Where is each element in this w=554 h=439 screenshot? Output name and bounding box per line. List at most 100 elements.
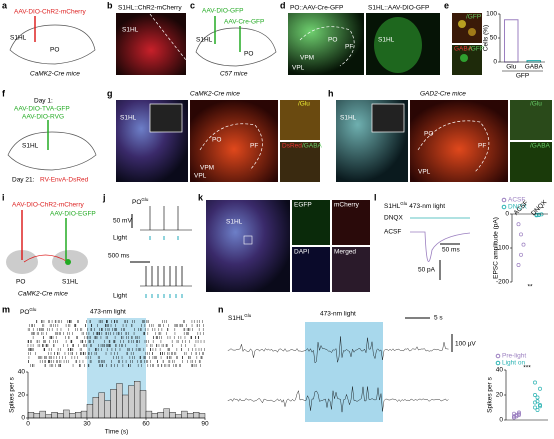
inset: [371, 103, 405, 133]
scale-label: 100 µV: [455, 341, 476, 348]
histogram-bar: [86, 404, 94, 419]
micrograph: [510, 142, 552, 182]
legend-marker: [495, 360, 501, 366]
panel-letter: c: [190, 0, 195, 10]
data-point: [539, 212, 544, 217]
region-label: S1HL: [122, 27, 139, 34]
light-pulse: [149, 236, 179, 240]
histogram-bar: [33, 413, 41, 419]
data-point: [533, 405, 537, 410]
cell: [468, 28, 476, 36]
data-point: [512, 415, 516, 420]
y-axis-label: Spikes per s: [487, 376, 494, 413]
brain-outline: [7, 131, 97, 171]
channel-label: DAPI: [294, 249, 309, 256]
histogram-bar: [133, 381, 141, 419]
virus-label: AAV-DIO-ChR2-mCherry: [12, 202, 85, 209]
channel-label: mCherry: [334, 202, 360, 209]
data-point: [516, 222, 521, 227]
panel-letter: i: [2, 192, 5, 202]
micrograph: [452, 13, 482, 43]
light-label: 473-nm light: [90, 309, 126, 316]
panel-letter: b: [107, 0, 113, 10]
data-point: [538, 386, 542, 391]
histogram-bar: [122, 394, 129, 419]
raster: [27, 320, 205, 367]
scale-label: 50 ms: [442, 247, 460, 254]
x-tick-label: 0: [26, 421, 30, 428]
y-tick-label: -100: [496, 245, 509, 252]
legend-label: DNQX: [508, 204, 527, 211]
histogram-bar: [45, 414, 52, 419]
trace: [227, 386, 449, 413]
scale-label: 50 pA: [418, 267, 436, 274]
panel-j: j POGlu 50 mV Light 500 ms Light: [102, 192, 192, 300]
data-point: [533, 400, 537, 405]
light-label: Light: [113, 235, 127, 242]
micrograph: [332, 200, 370, 245]
day-label: Day 21:: [12, 177, 35, 184]
histogram-bar: [187, 413, 194, 419]
data-point: [519, 252, 523, 257]
mouse-label: C57 mice: [220, 71, 248, 78]
histogram-bar: [51, 412, 58, 419]
voltage-trace: [140, 266, 192, 287]
region-label: VPM: [300, 55, 314, 62]
region-label: VPL: [194, 173, 207, 180]
legend-label: ACSF: [508, 197, 525, 204]
data-point: [533, 380, 537, 385]
micrograph: [206, 200, 290, 292]
cell: [460, 54, 468, 62]
virus-label: RV-EnvA-DsRed: [40, 177, 89, 184]
virus-label: AAV-DIO-ChR2-mCherry: [14, 9, 87, 16]
micrograph: [410, 100, 508, 182]
trace: [227, 336, 449, 364]
x-tick-label: 30: [83, 421, 91, 428]
legend-marker: [501, 197, 507, 203]
data-point: [535, 408, 540, 412]
panel-a: a AAV-DIO-ChR2-mCherry S1HL PO CaMK2-Cre…: [2, 0, 96, 78]
panel-e: e /GFP GABA /GFP: [444, 0, 484, 75]
histogram-bar: [128, 385, 135, 419]
virus-label: AAV-DIO-GFP: [202, 8, 243, 15]
boundary: [149, 13, 187, 61]
extracellular-trace: [227, 336, 449, 413]
histogram-bar: [169, 412, 176, 419]
region-label: PO: [328, 37, 337, 44]
panel-title: S1HL::AAV-DIO-GFP: [368, 5, 429, 12]
histogram-bar: [198, 413, 206, 419]
boundary: [199, 123, 263, 171]
panel-letter: j: [102, 192, 106, 202]
region-label: S1HL: [340, 115, 357, 122]
y-tick-label: 20: [18, 392, 26, 399]
scale-label: 5 s: [434, 315, 443, 322]
micrograph: [292, 247, 330, 292]
channel-label: Merged: [334, 249, 356, 256]
virus-label: AAV-DIO-RVG: [22, 114, 64, 121]
panel-c: c AAV-DIO-GFP AAV-Cre-GFP S1HL PO C57 mi…: [190, 0, 277, 78]
mouse-label: CaMK2-Cre mice: [18, 291, 68, 298]
region-label: PO: [424, 131, 433, 138]
panel-letter: g: [107, 88, 113, 98]
mouse-label: GAD2-Cre mice: [420, 91, 466, 98]
brain-outline: [9, 24, 96, 65]
region-label: VPM: [200, 165, 214, 172]
y-tick-label: 40: [18, 369, 26, 376]
legend-marker: [495, 353, 501, 359]
current-trace: [410, 231, 471, 262]
data-point: [535, 395, 540, 400]
histogram-bar: [151, 413, 158, 419]
virus-label: AAV-DIO-EGFP: [50, 211, 96, 218]
histogram-bar: [116, 383, 123, 419]
legend-label: Pre-light: [502, 353, 526, 360]
histogram-bar: [139, 390, 147, 419]
micrograph: [280, 142, 320, 182]
histogram-bar: [145, 410, 153, 419]
region-label: S1HL: [10, 35, 27, 42]
light-pulse: [145, 294, 183, 298]
y-tick-label: -200: [496, 279, 509, 286]
histogram-bar: [98, 392, 105, 419]
y-axis-label: EPSC amplitude (pA): [493, 217, 500, 279]
micrograph: [332, 247, 370, 292]
